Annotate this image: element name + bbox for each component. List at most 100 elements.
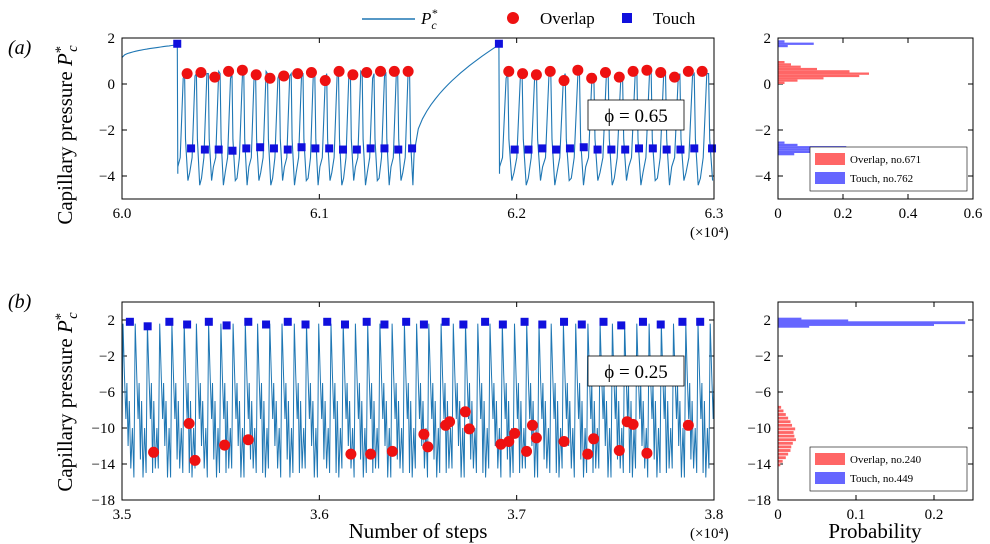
panel-b-touch-points xyxy=(125,317,705,331)
hist-bar-touch xyxy=(778,319,849,323)
panel-a-frame xyxy=(121,37,715,200)
overlap-point xyxy=(345,448,357,460)
overlap-point xyxy=(183,418,195,429)
hist-bar-overlap xyxy=(778,72,869,75)
panel-b-ytick-label: −14 xyxy=(92,457,116,473)
touch-point xyxy=(173,39,182,48)
touch-point xyxy=(565,144,574,153)
touch-point xyxy=(366,144,375,153)
touch-point xyxy=(577,320,586,329)
touch-point xyxy=(380,144,389,153)
panel-b-hist-ytick-label: −18 xyxy=(748,493,771,509)
panel-a-hist-ticks: 0 0.2 0.4 0.6 −4 −2 0 2 xyxy=(755,31,983,222)
overlap-point xyxy=(530,69,542,81)
hist-bar-overlap xyxy=(778,65,801,68)
touch-point xyxy=(125,317,134,326)
panel-a-hist-ytick-label: −2 xyxy=(755,123,771,139)
panel-a-hist-frame xyxy=(777,37,974,200)
touch-point xyxy=(187,144,196,153)
panel-a-hist-legend-overlap-swatch xyxy=(815,153,845,165)
touch-point xyxy=(352,145,361,154)
overlap-point xyxy=(558,75,570,87)
panel-a-touch-points xyxy=(173,39,717,155)
panel-a-xtick-label: 6.1 xyxy=(310,206,329,222)
panel-a-ytick-label: 2 xyxy=(108,31,116,47)
touch-point xyxy=(560,317,569,326)
panel-b-hist-legend-touch-text: Touch, no.449 xyxy=(850,473,914,485)
panel-b-xtick-label: 3.6 xyxy=(310,507,329,523)
hist-bar-overlap xyxy=(778,409,784,413)
overlap-point xyxy=(319,75,331,87)
touch-point xyxy=(494,39,503,48)
panel-b-hist-legend-touch-swatch xyxy=(815,472,845,484)
panel-a-annotation: ϕ = 0.65 xyxy=(587,99,685,131)
touch-point xyxy=(419,320,428,329)
hist-bar-overlap xyxy=(778,81,785,84)
hist-bar-overlap xyxy=(778,416,789,420)
overlap-point xyxy=(305,67,317,78)
overlap-point xyxy=(347,69,359,81)
panel-a-histogram: 0 0.2 0.4 0.6 −4 −2 0 2 Overlap, no.671 Touch, … xyxy=(755,31,983,222)
overlap-point xyxy=(189,454,201,466)
panel-a-x-multiplier: (×10⁴) xyxy=(690,225,729,241)
touch-point xyxy=(340,320,349,329)
overlap-point xyxy=(503,436,515,447)
touch-point xyxy=(510,145,519,154)
panel-b-hist-ytick-label: −6 xyxy=(755,385,771,401)
overlap-point xyxy=(655,67,667,78)
touch-point xyxy=(662,145,671,154)
overlap-point xyxy=(361,67,373,78)
overlap-point xyxy=(544,65,556,77)
overlap-point xyxy=(292,68,304,80)
hist-bar-overlap xyxy=(778,413,786,416)
panel-a-hist-legend-touch-text: Touch, no.762 xyxy=(850,173,913,185)
touch-point xyxy=(621,145,630,154)
overlap-point xyxy=(627,418,639,430)
overlap-point xyxy=(250,69,262,81)
overlap-point xyxy=(509,427,521,439)
touch-point xyxy=(244,317,253,326)
hist-bar-overlap xyxy=(778,423,793,427)
panel-b-xtick-label: 3.7 xyxy=(507,507,526,523)
panel-b-overlap-points xyxy=(148,406,694,466)
panel-a-pressure-line xyxy=(121,43,714,186)
panel-b-hist-bars xyxy=(778,317,966,467)
panel-b-hist-ytick-label: 2 xyxy=(764,313,772,329)
touch-point xyxy=(325,144,334,153)
panel-b-ytick-label: −10 xyxy=(92,421,115,437)
overlap-point xyxy=(641,447,653,459)
panel-a-trace: (a) Capillary pressure P*c 6.0 6.1 6.2 6.3 −… xyxy=(8,31,729,241)
overlap-point xyxy=(588,433,600,445)
overlap-point xyxy=(572,64,584,76)
overlap-point xyxy=(459,406,471,418)
touch-point xyxy=(648,144,657,153)
touch-point xyxy=(283,317,292,326)
touch-point xyxy=(676,145,685,154)
touch-point xyxy=(552,145,561,154)
touch-point xyxy=(283,145,292,154)
overlap-point xyxy=(682,419,694,431)
panel-a-hist-legend-touch-swatch xyxy=(815,172,845,184)
touch-point xyxy=(498,320,507,329)
panel-b-x-multiplier: (×10⁴) xyxy=(690,526,729,542)
hist-bar-touch xyxy=(778,317,802,321)
panel-b-hist-xtick-label: 0.1 xyxy=(847,507,866,523)
panel-a-annotation-box xyxy=(587,99,685,131)
touch-point xyxy=(362,317,371,326)
overlap-point xyxy=(219,439,231,451)
touch-point xyxy=(441,317,450,326)
overlap-point xyxy=(641,64,653,76)
panel-b-xtick-label: 3.8 xyxy=(705,507,724,523)
overlap-point xyxy=(264,72,276,84)
hist-bar-overlap xyxy=(778,452,789,456)
panel-b-frame xyxy=(121,301,715,501)
panel-b-xlabel: Number of steps xyxy=(349,519,488,543)
panel-a-hist-xtick-label: 0.4 xyxy=(899,206,918,222)
panel-a-hist-ytick-label: −4 xyxy=(755,169,771,185)
overlap-point xyxy=(669,71,681,83)
touch-point xyxy=(638,317,647,326)
panel-a-hist-legend-overlap-text: Overlap, no.671 xyxy=(850,154,921,166)
touch-point xyxy=(696,317,705,326)
touch-point xyxy=(222,321,231,330)
panel-a-ytick-label: −2 xyxy=(99,123,115,139)
